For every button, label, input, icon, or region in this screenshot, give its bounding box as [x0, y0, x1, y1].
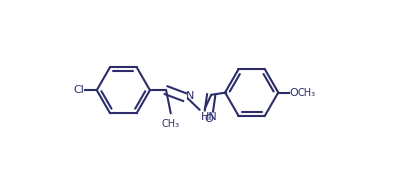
Text: O: O — [290, 88, 299, 97]
Text: CH₃: CH₃ — [298, 88, 316, 97]
Text: Cl: Cl — [73, 85, 84, 95]
Text: O: O — [204, 115, 213, 125]
Text: CH₃: CH₃ — [162, 119, 180, 129]
Text: N: N — [186, 91, 194, 101]
Text: HN: HN — [201, 112, 218, 122]
